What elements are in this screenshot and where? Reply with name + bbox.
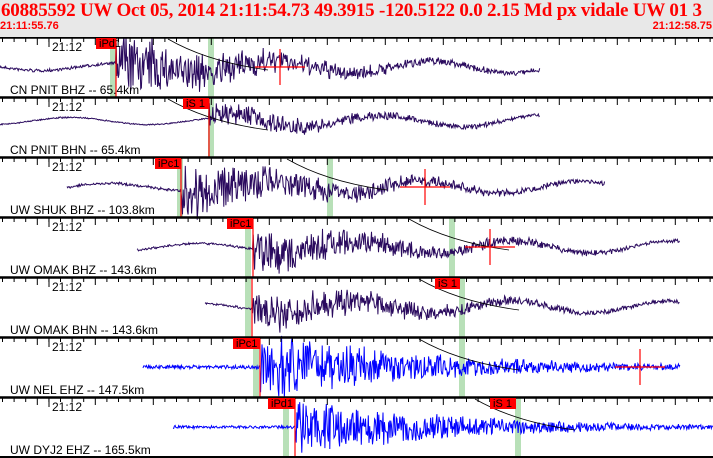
theoretical-arrival-curve xyxy=(418,278,520,311)
pick-label: iS 1 xyxy=(438,278,457,290)
trace-panel[interactable]: 21:12 iPc1 UW NEL EHZ -- 147.5km xyxy=(0,335,713,399)
pick-label: iPd1 xyxy=(271,398,293,410)
minute-label: 21:12 xyxy=(52,280,82,294)
trace-panel[interactable]: 21:12 iS 1 CN PNIT BHN -- 65.4km xyxy=(0,96,713,157)
minute-label: 21:12 xyxy=(52,160,82,174)
pick-window xyxy=(459,337,465,397)
theoretical-arrival-curve xyxy=(286,158,388,191)
station-label: UW DYJ2 EHZ -- 165.5km xyxy=(10,443,151,457)
waveform xyxy=(0,103,541,135)
trace-panel[interactable]: 21:12 iS 1 UW OMAK BHN -- 143.6km xyxy=(0,276,713,337)
theoretical-arrival-curve xyxy=(167,98,269,131)
start-time: 21:11:55.76 xyxy=(0,20,59,32)
minute-label: 21:12 xyxy=(52,220,82,234)
station-label: UW SHUK BHZ -- 103.8km xyxy=(10,203,155,217)
minute-label: 21:12 xyxy=(52,340,82,354)
end-time: 21:12:58.75 xyxy=(652,20,712,32)
trace-panel[interactable]: 21:12 iPd1 CN PNIT BHZ -- 65.4km xyxy=(0,37,713,97)
station-label: UW OMAK BHZ -- 143.6km xyxy=(10,263,157,277)
pick-window xyxy=(208,97,214,157)
theoretical-arrival-curve xyxy=(167,38,269,71)
waveform xyxy=(66,165,606,220)
waveform xyxy=(204,289,680,333)
trace-panel[interactable]: 21:12 iPc1 UW SHUK BHZ -- 103.8km xyxy=(0,156,713,220)
station-label: CN PNIT BHN -- 65.4km xyxy=(10,143,140,157)
pick-label-box[interactable] xyxy=(155,158,181,169)
pick-window xyxy=(245,277,251,337)
pick-window xyxy=(177,157,183,217)
minute-label: 21:12 xyxy=(52,100,82,114)
pick-label-box[interactable] xyxy=(435,278,460,289)
theoretical-arrival-curve xyxy=(474,398,576,431)
pick-label-box[interactable] xyxy=(183,98,209,109)
waveform xyxy=(142,335,681,399)
trace-panel[interactable]: 21:12 iPd1 iS 1 UW DYJ2 EHZ -- 165.5km xyxy=(0,396,713,457)
trace-panel[interactable]: 21:12 iPc1 UW OMAK BHZ -- 143.6km xyxy=(0,216,713,277)
station-label: UW OMAK BHN -- 143.6km xyxy=(10,323,158,337)
station-label: UW NEL EHZ -- 147.5km xyxy=(10,383,144,397)
pick-label: iPc1 xyxy=(230,218,251,230)
theoretical-arrival-curve xyxy=(408,218,510,251)
pick-window xyxy=(449,217,455,277)
pick-label: iS 1 xyxy=(493,398,512,410)
pick-window xyxy=(327,157,333,217)
minute-label: 21:12 xyxy=(52,400,82,414)
seismogram-panels[interactable]: 21:12 iPd1 CN PNIT BHZ -- 65.4km 21:12 iS 1 C… xyxy=(0,37,713,458)
waveform xyxy=(172,402,713,453)
waveform xyxy=(0,37,541,92)
theoretical-arrival-curve xyxy=(418,338,520,371)
pick-label-box[interactable] xyxy=(490,398,516,409)
event-header: 60885592 UW Oct 05, 2014 21:11:54.73 49.… xyxy=(0,0,713,37)
pick-label: iPd1 xyxy=(99,38,121,50)
pick-window xyxy=(208,37,214,97)
pick-label: iS 1 xyxy=(186,98,205,110)
pick-label-box[interactable] xyxy=(233,338,260,349)
station-label: CN PNIT BHZ -- 65.4km xyxy=(10,83,139,97)
minute-label: 21:12 xyxy=(52,40,82,54)
pick-label: iPc1 xyxy=(158,158,179,170)
pick-label-box[interactable] xyxy=(268,398,295,409)
waveform xyxy=(136,228,680,274)
event-title: 60885592 UW Oct 05, 2014 21:11:54.73 49.… xyxy=(1,0,702,21)
pick-window xyxy=(245,217,251,277)
pick-label-box[interactable] xyxy=(96,38,116,49)
pick-label-box[interactable] xyxy=(227,218,253,229)
pick-label: iPc1 xyxy=(236,338,257,350)
pick-window xyxy=(110,37,116,97)
